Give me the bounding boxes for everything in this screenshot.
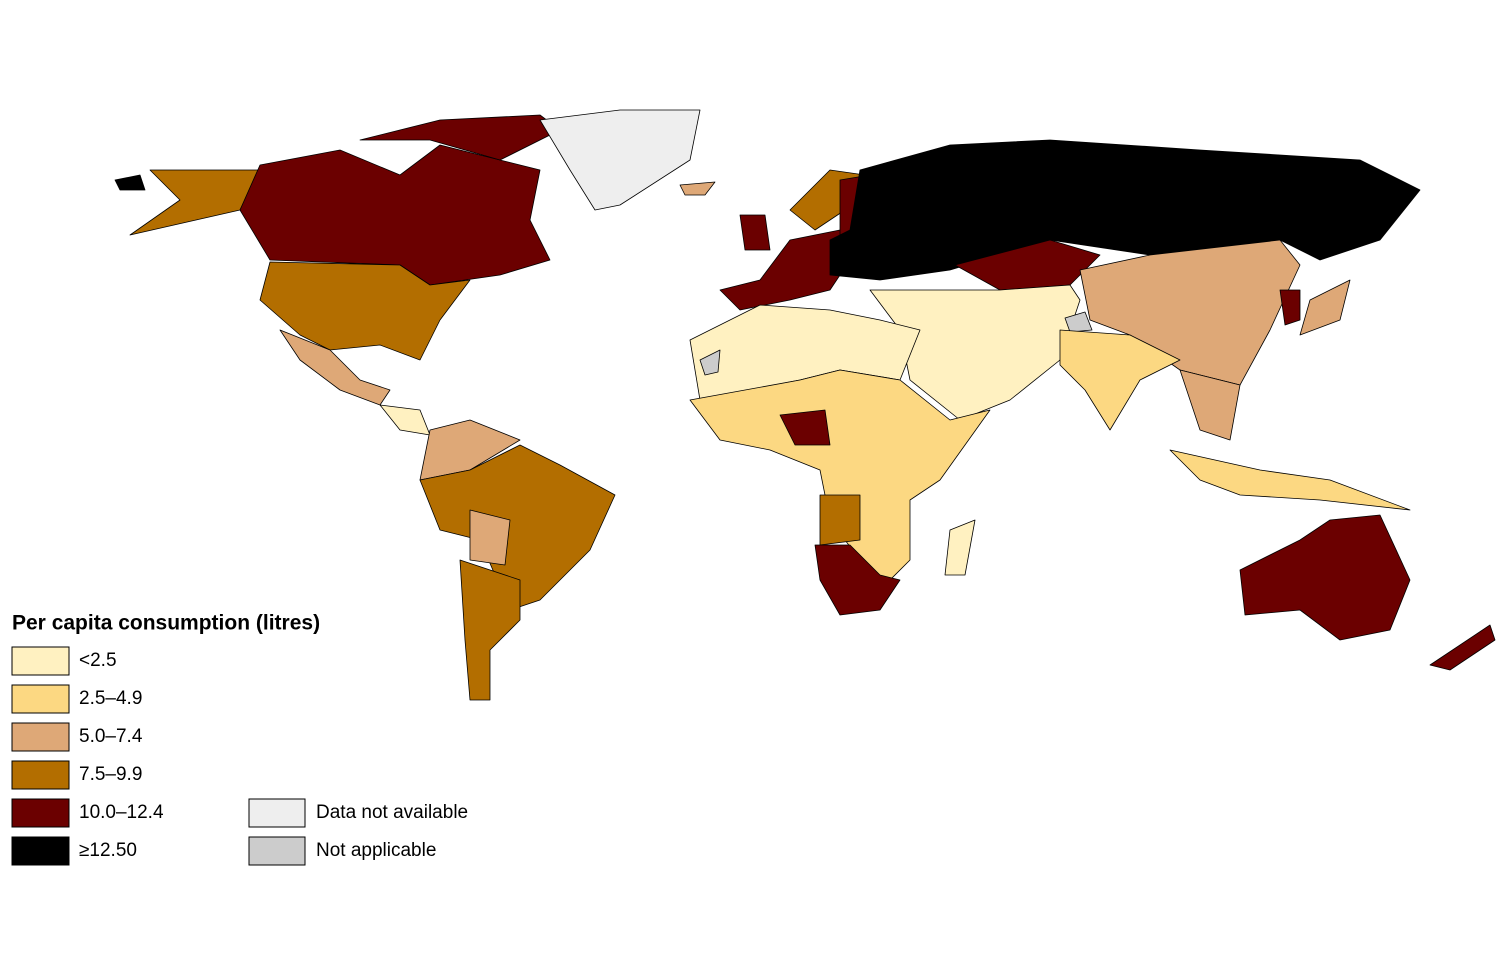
- legend-label: 2.5–4.9: [79, 688, 142, 709]
- legend-title: Per capita consumption (litres): [12, 612, 320, 635]
- region: [699, 349, 721, 376]
- region: [814, 544, 901, 616]
- legend-swatch: [11, 722, 70, 752]
- region: [114, 174, 146, 191]
- region: [459, 559, 521, 701]
- region: [819, 494, 861, 546]
- region: [419, 444, 616, 611]
- region: [1429, 624, 1496, 671]
- legend-swatch: [11, 760, 70, 790]
- region: [1059, 329, 1181, 431]
- legend-swatch: [248, 798, 306, 828]
- legend-swatch: [11, 646, 70, 676]
- legend-swatch: [248, 836, 306, 866]
- world-map: [114, 109, 1496, 701]
- region: [739, 214, 771, 251]
- legend-label: <2.5: [79, 650, 117, 671]
- legend-label: 10.0–12.4: [79, 802, 164, 823]
- region: [1179, 369, 1241, 441]
- region: [379, 404, 431, 436]
- legend-swatch: [11, 798, 70, 828]
- region: [1239, 514, 1411, 641]
- legend-swatch: [11, 836, 70, 866]
- region: [829, 139, 1421, 281]
- region: [1169, 449, 1411, 511]
- region: [129, 169, 261, 236]
- region: [779, 409, 831, 446]
- region: [419, 419, 521, 481]
- region: [1279, 289, 1301, 326]
- region: [689, 369, 991, 591]
- legend: <2.5 2.5–4.9 5.0–7.4 7.5–9.9 10.0–12.4 ≥12.50…: [11, 646, 468, 866]
- region: [944, 519, 976, 576]
- legend-label: 5.0–7.4: [79, 726, 143, 747]
- region: [469, 509, 511, 566]
- region: [679, 181, 716, 196]
- legend-swatch: [11, 684, 70, 714]
- region: [539, 109, 701, 211]
- region: [279, 329, 391, 406]
- legend-label: ≥12.50: [79, 840, 137, 861]
- legend-label: 7.5–9.9: [79, 764, 142, 785]
- legend-label: Not applicable: [316, 840, 436, 861]
- legend-label: Data not available: [316, 802, 468, 823]
- region: [1064, 311, 1093, 333]
- region: [1299, 279, 1351, 336]
- region: [1079, 239, 1301, 386]
- region: [259, 261, 471, 361]
